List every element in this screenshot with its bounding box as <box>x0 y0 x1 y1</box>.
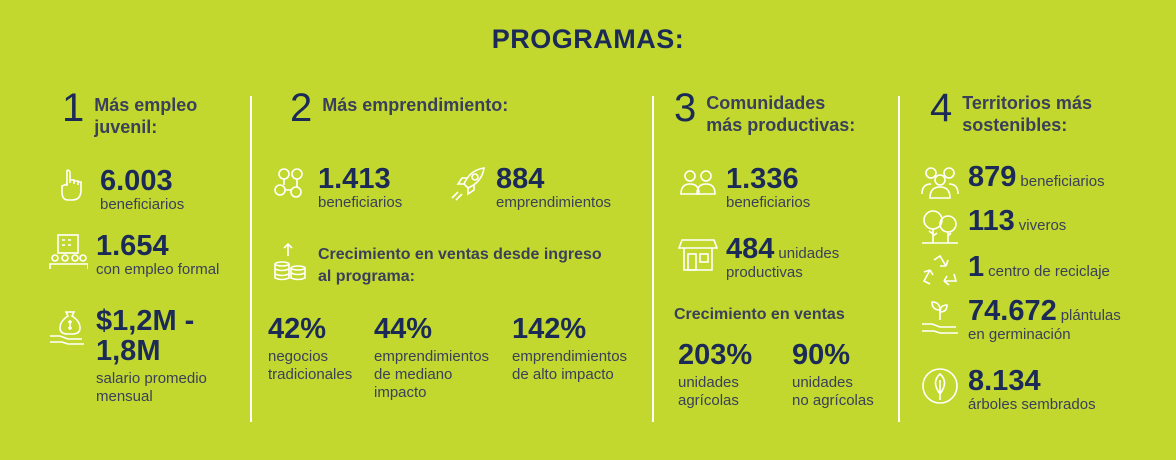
trees-icon <box>920 206 960 246</box>
stat-value: 113 <box>968 205 1015 237</box>
program-4-header: 4 Territorios más sostenibles: <box>930 88 1092 136</box>
growth-label: impacto <box>374 384 427 401</box>
growth-title: al programa: <box>318 268 415 285</box>
stat-label: mensual <box>96 388 153 405</box>
growth-label: unidades <box>678 374 739 391</box>
growth-label: unidades <box>792 374 853 391</box>
stat-item: $1,2M - 1,8M salario promedio mensual <box>48 306 207 406</box>
growth-item: 44% emprendimientos de mediano impacto <box>374 314 489 402</box>
growth-title: Crecimiento en ventas <box>674 306 845 323</box>
group-people-icon <box>920 162 960 202</box>
people-network-icon <box>270 164 310 204</box>
stat-value: 1 <box>968 251 985 283</box>
program-1-column: 1 Más empleo juvenil: 6.003 beneficiario… <box>49 88 242 448</box>
growth-value: 42% <box>268 313 327 345</box>
program-2-column: 2 Más emprendimiento: 1.413 beneficiario… <box>268 88 650 448</box>
stat-label: beneficiarios <box>726 194 811 211</box>
program-2-header: 2 Más emprendimiento: <box>290 88 508 128</box>
stat-item: 74.672 plántulas en germinación <box>920 296 1121 344</box>
growth-value: 90% <box>792 339 851 371</box>
stat-item: 1.654 con empleo formal <box>48 231 219 279</box>
growth-label: emprendimientos <box>374 348 490 365</box>
community-people-icon <box>678 164 718 204</box>
stat-label: beneficiarios <box>1020 173 1105 190</box>
seedling-hand-icon <box>920 296 960 336</box>
growth-value: 142% <box>512 313 587 345</box>
stat-label: en germinación <box>968 326 1071 343</box>
stat-value: 1.654 <box>96 230 169 262</box>
program-1-header: 1 Más empleo juvenil: <box>62 88 197 138</box>
stat-value: 1.413 <box>318 163 391 195</box>
column-divider <box>652 96 654 422</box>
stat-value: 8.134 <box>968 365 1041 397</box>
growth-item: 42% negocios tradicionales <box>268 314 352 384</box>
program-number: 4 <box>930 86 953 130</box>
program-number: 1 <box>62 86 85 130</box>
stat-item: 884 emprendimientos <box>448 164 611 212</box>
growth-item: 203% unidades agrícolas <box>678 340 752 410</box>
growth-label: de mediano <box>374 366 453 383</box>
coins-growth-icon <box>270 242 310 282</box>
stat-item: 6.003 beneficiarios <box>52 166 184 214</box>
stat-label: beneficiarios <box>318 194 403 211</box>
program-4-column: 4 Territorios más sostenibles: 879 benefi… <box>921 88 1170 448</box>
office-building-people-icon <box>48 231 89 271</box>
growth-label: no agrícolas <box>792 392 874 409</box>
stat-value: 6.003 <box>100 165 173 197</box>
recycle-icon <box>920 252 960 292</box>
column-divider <box>898 96 900 422</box>
program-heading: Comunidades más productivas: <box>706 93 856 135</box>
stat-item: 484 unidades productivas <box>677 233 840 282</box>
stat-label: salario promedio <box>96 370 207 387</box>
program-heading: Más emprendimiento: <box>322 95 509 115</box>
column-divider <box>250 96 252 422</box>
stat-value: 879 <box>968 161 1017 193</box>
program-heading: Territorios más sostenibles: <box>962 93 1092 135</box>
growth-label: agrícolas <box>678 392 739 409</box>
growth-title: Crecimiento en ventas desde ingreso <box>318 246 602 263</box>
growth-label: emprendimientos <box>512 348 628 365</box>
growth-label: negocios <box>268 348 329 365</box>
program-number: 3 <box>674 86 697 130</box>
program-3-column: 3 Comunidades más productivas: 1.336 ben… <box>674 88 894 448</box>
money-bag-hand-icon <box>48 306 88 346</box>
stat-item: 113 viveros <box>920 206 1066 246</box>
stat-item: 879 beneficiarios <box>920 162 1105 202</box>
stat-item: 1.336 beneficiarios <box>678 164 810 212</box>
stat-label: árboles sembrados <box>968 396 1096 413</box>
stat-label: centro de reciclaje <box>988 263 1110 280</box>
stat-value: $1,2M - <box>96 305 195 337</box>
stat-label: productivas <box>726 264 803 281</box>
growth-value: 44% <box>374 313 433 345</box>
rocket-icon <box>448 164 488 204</box>
growth-value: 203% <box>678 339 753 371</box>
stat-value: 484 <box>726 233 775 265</box>
stat-label: plántulas <box>1060 307 1121 324</box>
program-heading: Más empleo juvenil: <box>94 95 198 137</box>
stat-value: 1,8M <box>96 335 161 367</box>
stat-item: 1.413 beneficiarios <box>270 164 402 212</box>
stat-label: viveros <box>1018 217 1067 234</box>
stat-item: 1 centro de reciclaje <box>920 252 1110 292</box>
stat-value: 74.672 <box>968 295 1057 327</box>
program-3-header: 3 Comunidades más productivas: <box>674 88 855 136</box>
growth-item: 90% unidades no agrícolas <box>792 340 874 410</box>
stat-label: beneficiarios <box>100 196 185 213</box>
stat-label: con empleo formal <box>96 261 220 278</box>
stat-label: emprendimientos <box>496 194 612 211</box>
growth-label: de alto impacto <box>512 366 614 383</box>
growth-header: Crecimiento en ventas desde ingreso al p… <box>270 242 602 288</box>
storefront-icon <box>677 234 719 274</box>
stat-item: 8.134 árboles sembrados <box>920 366 1096 414</box>
leaf-circle-icon <box>920 366 960 406</box>
program-number: 2 <box>290 86 313 130</box>
stat-value: 1.336 <box>726 163 799 195</box>
growth-item: 142% emprendimientos de alto impacto <box>512 314 627 384</box>
growth-label: tradicionales <box>268 366 353 383</box>
stat-value: 884 <box>496 163 545 195</box>
page-title: PROGRAMAS: <box>491 24 685 54</box>
stat-label: unidades <box>778 245 840 262</box>
pointing-hand-icon <box>52 166 92 206</box>
